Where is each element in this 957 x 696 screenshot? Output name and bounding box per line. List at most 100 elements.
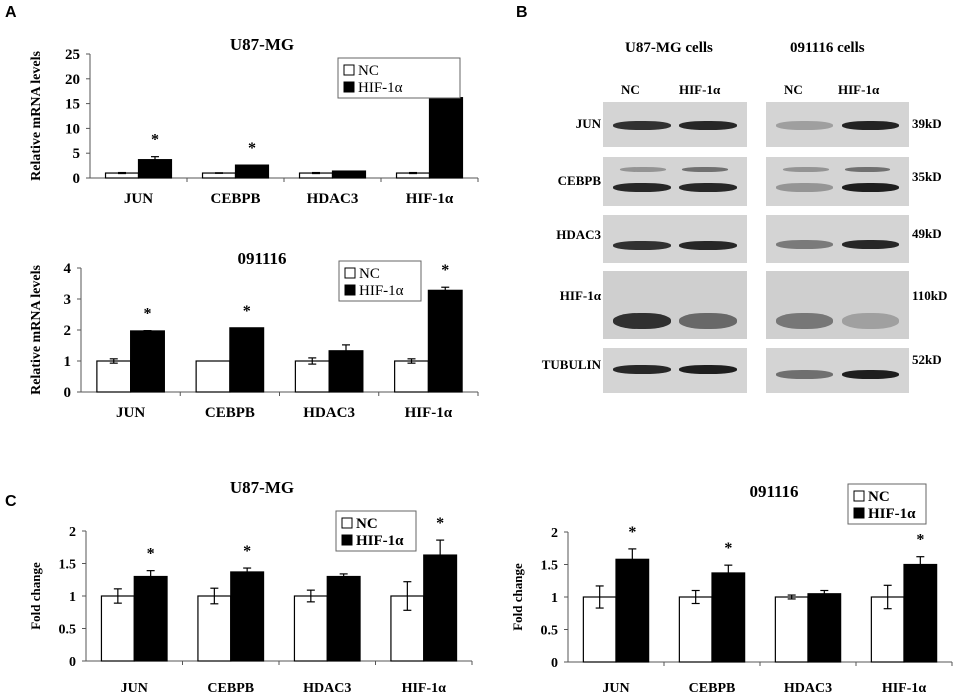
bar-hif [326,575,361,662]
blot-strip [766,215,909,263]
x-category-label: CEBPB [210,191,260,207]
y-tick-label: 25 [65,47,80,63]
y-tick-label: 0.5 [541,624,559,639]
blot-protein-label: TUBULIN [541,357,601,372]
bar-hif [230,571,265,662]
legend-swatch-nc [343,64,355,76]
protein-band [679,120,737,130]
blot-protein-label: CEBPB [557,173,601,188]
protein-band [841,240,899,250]
lane-label-091116-nc: NC [784,82,803,97]
lane-label-091116-hif: HIF-1α [838,82,880,97]
legend-swatch-nc [344,267,356,279]
bar-hif [328,350,364,393]
protein-band [776,369,834,379]
bar-hif [903,563,938,663]
bar-hif [423,554,458,662]
significance-asterisk: * [147,546,155,563]
y-axis-label: Relative mRNA levels [29,265,44,395]
legend-label-nc: NC [868,489,890,505]
blot-protein-label: HDAC3 [556,227,601,242]
blot-size-label: 35kD [912,169,942,184]
legend-box [337,57,461,99]
lane-label-u87-nc: NC [621,82,640,97]
significance-asterisk: * [441,262,449,279]
protein-band-upper [620,166,667,172]
lane-label-u87-hif: HIF-1α [679,82,721,97]
bar-nc [293,595,328,662]
legend-swatch-hif [344,284,356,296]
x-category-label: HIF-1α [406,191,454,207]
protein-band-upper [783,166,829,172]
protein-band [679,312,737,329]
bar-hif [137,159,173,179]
x-category-label: CEBPB [689,681,736,696]
bar-hif [234,164,270,179]
protein-band [613,183,671,193]
legend-label-hif: HIF-1α [356,533,404,549]
bar-nc [100,595,135,662]
significance-asterisk: * [143,306,151,323]
bar-nc [197,595,232,662]
bar-hif [427,289,463,393]
bar-nc [96,360,132,393]
y-axis-label: Fold change [28,562,43,630]
y-tick-label: 10 [65,121,80,137]
x-category-label: HDAC3 [307,191,359,207]
blot-strip [766,271,909,339]
y-tick-label: 0.5 [59,623,77,638]
y-tick-label: 20 [65,72,80,88]
significance-asterisk: * [151,132,159,149]
legend-swatch-hif [343,81,355,93]
x-category-label: HDAC3 [303,405,355,421]
y-tick-label: 0 [73,171,81,187]
legend-swatch-nc [341,517,353,529]
protein-band [841,120,899,130]
bar-hif [428,97,464,179]
y-tick-label: 2 [551,526,558,541]
panel-letter-c: C [5,493,17,510]
x-category-label: JUN [121,681,148,696]
legend-label-nc: NC [358,63,379,79]
x-category-label: HDAC3 [784,681,832,696]
x-category-label: CEBPB [205,405,255,421]
significance-asterisk: * [248,140,256,157]
bar-hif [615,558,650,663]
x-category-label: JUN [602,681,629,696]
protein-band [679,183,737,193]
blot-size-label: 49kD [912,226,942,241]
protein-band [613,120,671,130]
bar-nc [678,596,713,663]
protein-band [679,364,737,374]
significance-asterisk: * [243,303,251,320]
y-axis-label: Fold change [510,563,525,631]
blot-strip [603,348,747,393]
y-tick-label: 1 [69,590,76,605]
protein-band [776,240,834,250]
protein-band [613,312,671,329]
protein-band [613,364,671,374]
significance-asterisk: * [436,515,444,532]
chart-title: U87-MG [230,35,294,54]
x-category-label: HIF-1α [402,681,447,696]
bar-hif [711,572,746,663]
legend-label-hif: HIF-1α [358,80,403,96]
y-tick-label: 5 [73,146,81,162]
y-tick-label: 4 [64,261,72,277]
protein-band [613,241,671,251]
blot-group-title-091116: 091116 cells [790,40,865,56]
bar-hif [130,330,165,393]
x-category-label: HIF-1α [405,405,453,421]
legend-label-nc: NC [356,516,378,532]
protein-band [841,369,899,379]
blot-size-label: 110kD [912,288,948,303]
y-tick-label: 0 [64,385,72,401]
panel-letter-b: B [516,4,528,21]
protein-band [679,241,737,251]
blot-size-label: 52kD [912,352,942,367]
y-tick-label: 1.5 [541,559,559,574]
bar-hif [807,593,842,663]
bar-nc [774,596,809,663]
legend-swatch-nc [853,490,865,502]
blot-strip [766,157,909,206]
